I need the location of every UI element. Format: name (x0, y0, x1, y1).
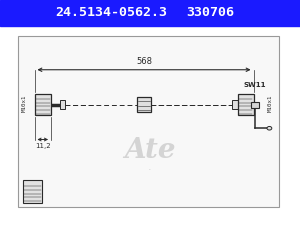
Text: 568: 568 (136, 57, 152, 66)
Text: 330706: 330706 (186, 7, 234, 19)
Circle shape (267, 126, 272, 130)
Bar (0, 0, 300, 26)
Text: M10x1: M10x1 (22, 95, 26, 112)
Bar (251, 102, 259, 108)
Text: 24.5134-0562.3: 24.5134-0562.3 (55, 7, 167, 19)
Bar (60, 100, 65, 109)
Text: M10x1: M10x1 (268, 95, 272, 112)
Text: Ate: Ate (124, 137, 176, 164)
Bar (22, 180, 42, 202)
Bar (34, 94, 51, 115)
Bar (18, 36, 279, 207)
Bar (136, 97, 151, 112)
Bar (232, 100, 238, 109)
Text: SW11: SW11 (244, 82, 266, 88)
Text: .: . (148, 162, 152, 171)
Text: 11,2: 11,2 (35, 143, 51, 149)
Bar (238, 94, 254, 115)
